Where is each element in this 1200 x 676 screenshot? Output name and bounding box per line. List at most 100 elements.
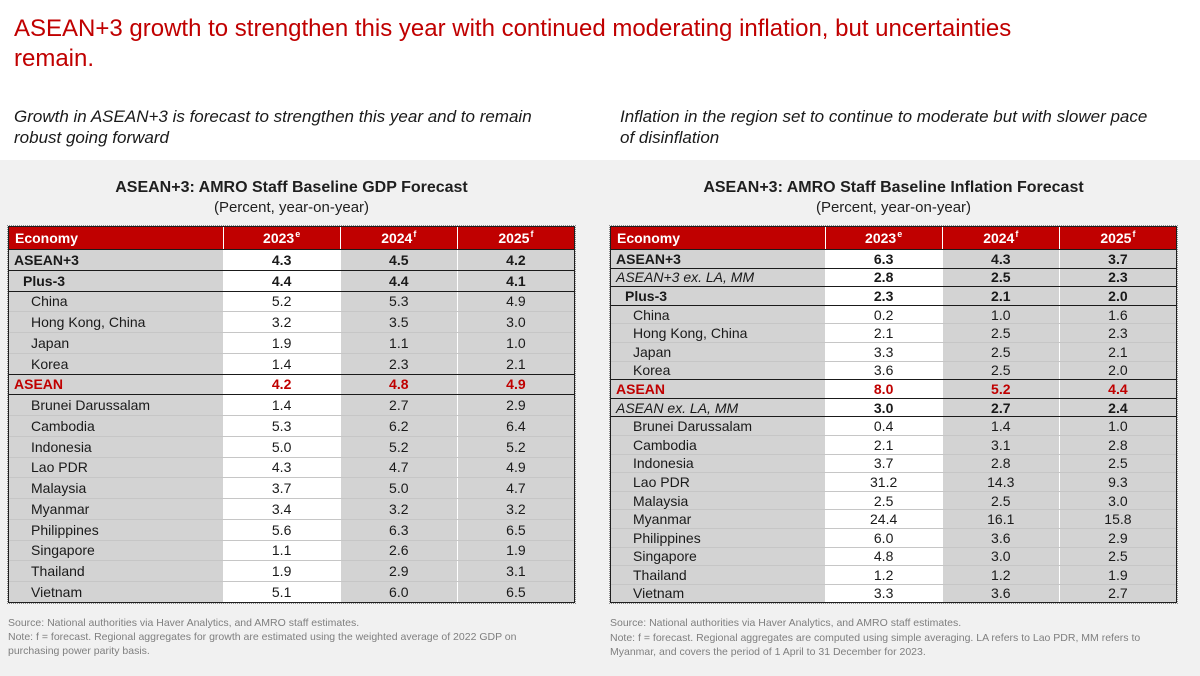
gdp-panel: ASEAN+3: AMRO Staff Baseline GDP Forecas… — [7, 160, 576, 659]
value-cell: 2.1 — [824, 324, 942, 342]
value-cell: 1.0 — [941, 305, 1059, 324]
value-cell: 5.2 — [941, 380, 1059, 398]
inflation-table-title: ASEAN+3: AMRO Staff Baseline Inflation F… — [703, 179, 1084, 196]
value-cell: 3.6 — [824, 361, 942, 380]
table-row: Singapore 1.1 2.6 1.9 — [9, 539, 574, 561]
economy-cell: Cambodia — [611, 435, 825, 454]
value-cell: 2.0 — [1058, 361, 1176, 380]
value-cell: 4.1 — [456, 270, 574, 291]
economy-cell: Lao PDR — [9, 457, 223, 478]
value-cell: 5.0 — [339, 478, 457, 498]
economy-cell: Plus-3 — [611, 287, 825, 305]
table-row: Vietnam 3.3 3.6 2.7 — [611, 583, 1176, 603]
inflation-footnote: Source: National authorities via Haver A… — [610, 616, 1156, 659]
value-cell: 2.9 — [339, 561, 457, 581]
column-header: 2024 f — [339, 227, 457, 249]
column-header: 2024 f — [941, 227, 1059, 249]
economy-cell: Vietnam — [611, 584, 825, 603]
value-cell: 2.3 — [339, 353, 457, 374]
value-cell: 3.7 — [1058, 250, 1176, 268]
economy-cell: ASEAN — [9, 374, 223, 395]
economy-cell: Japan — [9, 333, 223, 353]
value-cell: 6.5 — [456, 519, 574, 540]
table-row: Indonesia 3.7 2.8 2.5 — [611, 453, 1176, 473]
table-row: Thailand 1.2 1.2 1.9 — [611, 565, 1176, 584]
value-cell: 2.1 — [824, 435, 942, 454]
value-cell: 5.0 — [222, 436, 340, 457]
value-cell: 2.7 — [339, 395, 457, 415]
value-cell: 3.6 — [941, 584, 1059, 603]
value-cell: 1.4 — [222, 395, 340, 415]
value-cell: 4.3 — [941, 250, 1059, 268]
value-cell: 4.7 — [456, 478, 574, 498]
economy-cell: China — [611, 305, 825, 324]
gdp-source-line: Source: National authorities via Haver A… — [8, 616, 360, 629]
economy-cell: ASEAN — [611, 380, 825, 398]
page-title: ASEAN+3 growth to strengthen this year w… — [14, 15, 1012, 73]
economy-cell: Indonesia — [611, 454, 825, 473]
economy-cell: Hong Kong, China — [9, 312, 223, 332]
value-cell: 3.3 — [824, 584, 942, 603]
value-cell: 2.4 — [1058, 398, 1176, 417]
table-row: Plus-3 4.4 4.4 4.1 — [9, 269, 574, 291]
value-cell: 3.7 — [824, 454, 942, 473]
economy-cell: Vietnam — [9, 582, 223, 602]
economy-cell: Myanmar — [9, 499, 223, 519]
economy-cell: Malaysia — [611, 491, 825, 510]
value-cell: 2.8 — [941, 454, 1059, 473]
value-cell: 3.0 — [941, 547, 1059, 566]
value-cell: 2.5 — [941, 491, 1059, 510]
table-row: Thailand 1.9 2.9 3.1 — [9, 560, 574, 581]
table-row: Japan 1.9 1.1 1.0 — [9, 332, 574, 353]
table-row: Cambodia 5.3 6.2 6.4 — [9, 415, 574, 436]
value-cell: 0.4 — [824, 417, 942, 435]
economy-cell: Philippines — [611, 528, 825, 547]
value-cell: 3.0 — [456, 312, 574, 332]
table-row: ASEAN ex. LA, MM 3.0 2.7 2.4 — [611, 397, 1176, 417]
inflation-table-subtitle: (Percent, year-on-year) — [815, 199, 972, 216]
table-row: Korea 1.4 2.3 2.1 — [9, 352, 574, 374]
value-cell: 14.3 — [941, 473, 1059, 491]
value-cell: 1.4 — [222, 353, 340, 374]
table-row: ASEAN+3 6.3 4.3 3.7 — [611, 249, 1176, 268]
value-cell: 6.2 — [339, 416, 457, 436]
value-cell: 1.9 — [222, 561, 340, 581]
column-header: 2023 e — [222, 227, 340, 249]
table-row: Cambodia 2.1 3.1 2.8 — [611, 434, 1176, 454]
economy-cell: ASEAN ex. LA, MM — [611, 398, 825, 417]
table-row: Malaysia 2.5 2.5 3.0 — [611, 490, 1176, 510]
gdp-subtitle: Growth in ASEAN+3 is forecast to strengt… — [14, 107, 532, 148]
value-cell: 4.4 — [222, 270, 340, 291]
value-cell: 3.2 — [339, 499, 457, 519]
column-header: Economy — [15, 230, 79, 246]
economy-cell: Philippines — [9, 519, 223, 540]
table-row: Lao PDR 31.2 14.3 9.3 — [611, 472, 1176, 491]
value-cell: 2.0 — [1058, 287, 1176, 305]
value-cell: 2.3 — [824, 287, 942, 305]
value-cell: 2.9 — [1058, 528, 1176, 547]
inflation-forecast-table: Economy 2023 e 2024 f 2025 f ASEAN+3 6.3 4.3 3.7 AS… — [609, 224, 1178, 605]
value-cell: 2.1 — [941, 287, 1059, 305]
value-cell: 5.3 — [222, 416, 340, 436]
value-cell: 2.8 — [1058, 435, 1176, 454]
value-cell: 2.6 — [339, 540, 457, 561]
table-row: Myanmar 24.4 16.1 15.8 — [611, 509, 1176, 528]
value-cell: 16.1 — [941, 510, 1059, 528]
economy-cell: Brunei Darussalam — [9, 395, 223, 415]
economy-cell: China — [9, 291, 223, 312]
value-cell: 3.0 — [1058, 491, 1176, 510]
economy-cell: Malaysia — [9, 478, 223, 498]
value-cell: 1.2 — [941, 566, 1059, 584]
value-cell: 6.5 — [456, 582, 574, 602]
value-cell: 4.5 — [339, 250, 457, 270]
table-row: China 0.2 1.0 1.6 — [611, 304, 1176, 324]
value-cell: 6.3 — [339, 519, 457, 540]
value-cell: 1.1 — [222, 540, 340, 561]
gdp-table-title: ASEAN+3: AMRO Staff Baseline GDP Forecas… — [115, 179, 468, 196]
inflation-panel: ASEAN+3: AMRO Staff Baseline Inflation F… — [609, 160, 1178, 659]
value-cell: 1.1 — [339, 333, 457, 353]
value-cell: 3.5 — [339, 312, 457, 332]
table-row: ASEAN 8.0 5.2 4.4 — [611, 379, 1176, 398]
value-cell: 4.3 — [222, 457, 340, 478]
